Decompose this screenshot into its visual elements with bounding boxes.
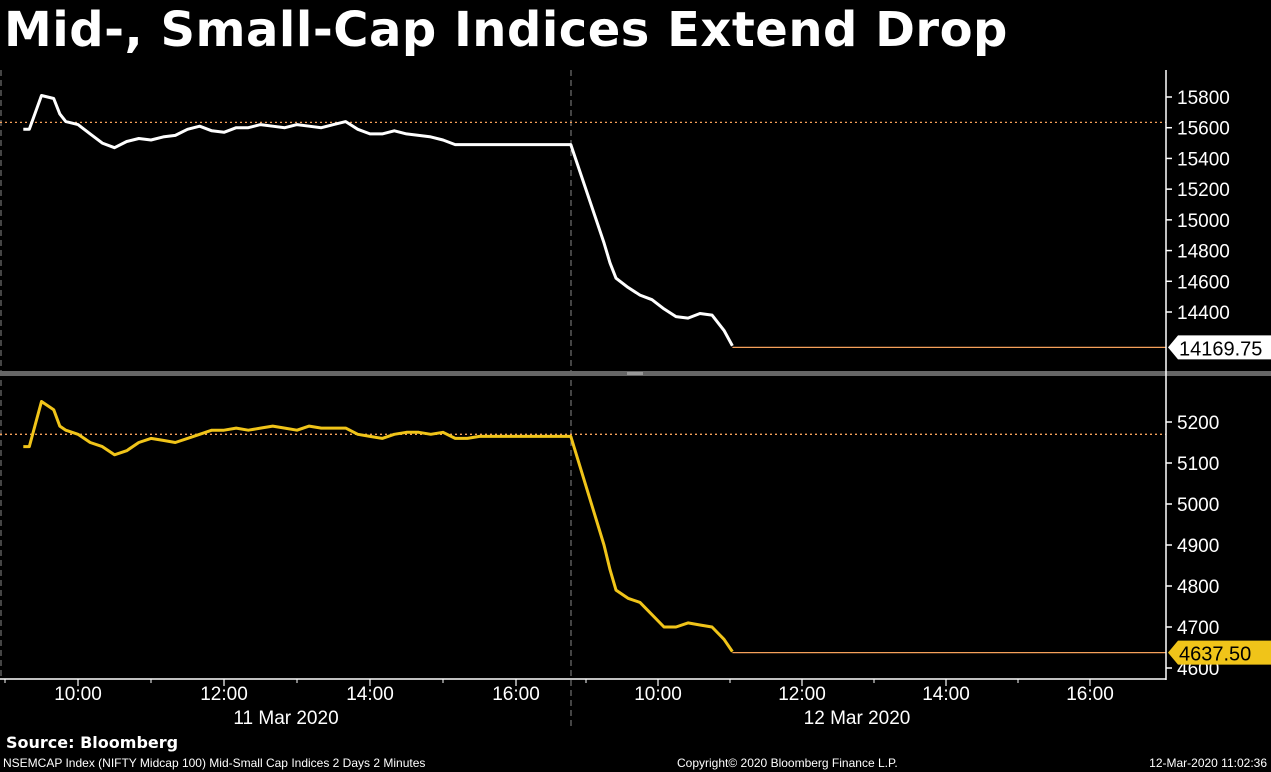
footer-description: NSEMCAP Index (NIFTY Midcap 100) Mid-Sma… xyxy=(3,756,426,770)
smallcap-series-line xyxy=(23,400,734,653)
y-tick-label: 15000 xyxy=(1177,211,1230,232)
x-tick-label: 14:00 xyxy=(922,684,970,705)
y-tick-label: 5000 xyxy=(1177,495,1219,516)
last-value-tag xyxy=(1168,640,1271,665)
x-tick-label: 12:00 xyxy=(200,684,248,705)
y-tick-label: 5200 xyxy=(1177,413,1219,434)
panel-divider[interactable] xyxy=(0,371,1271,376)
x-tick-label: 14:00 xyxy=(346,684,394,705)
last-value-tag xyxy=(1168,335,1271,360)
y-tick-label: 4800 xyxy=(1177,577,1219,598)
y-tick-label: 15400 xyxy=(1177,149,1230,170)
page-title: Mid-, Small-Cap Indices Extend Drop xyxy=(4,2,1008,58)
midcap-panel: 15800 15600 15400 15200 15000 14800 14600 14400… xyxy=(0,88,1271,360)
last-value-label: 14169.75 xyxy=(1179,338,1262,360)
footer-copyright: Copyright© 2020 Bloomberg Finance L.P. xyxy=(677,756,898,770)
panel-divider-handle[interactable] xyxy=(627,372,643,375)
x-axis: 10:00 12:00 14:00 16:00 10:00 12:00 14:00 16:00… xyxy=(0,678,1166,729)
x-tick-label: 10:00 xyxy=(54,684,102,705)
y-tick-label: 15800 xyxy=(1177,88,1230,109)
x-date-label: 12 Mar 2020 xyxy=(804,708,911,729)
source-note: Source: Bloomberg xyxy=(6,733,179,752)
y-tick-label: 15200 xyxy=(1177,180,1230,201)
y-tick-label: 14400 xyxy=(1177,303,1230,324)
footer-timestamp: 12-Mar-2020 11:02:36 xyxy=(1149,756,1267,770)
y-tick-label: 4900 xyxy=(1177,536,1219,557)
day-divider xyxy=(0,70,572,728)
y-tick-label: 14600 xyxy=(1177,272,1230,293)
y-tick-label: 15600 xyxy=(1177,119,1230,140)
midcap-series-line xyxy=(23,94,734,347)
y-tick-label: 14800 xyxy=(1177,242,1230,263)
x-tick-label: 12:00 xyxy=(778,684,826,705)
y-tick-label: 5100 xyxy=(1177,454,1219,475)
x-date-label: 11 Mar 2020 xyxy=(233,708,338,729)
x-tick-label: 16:00 xyxy=(1066,684,1114,705)
x-tick-label: 16:00 xyxy=(492,684,540,705)
last-value-label: 4637.50 xyxy=(1179,644,1251,666)
y-tick-label: 4700 xyxy=(1177,618,1219,639)
x-tick-label: 10:00 xyxy=(634,684,682,705)
